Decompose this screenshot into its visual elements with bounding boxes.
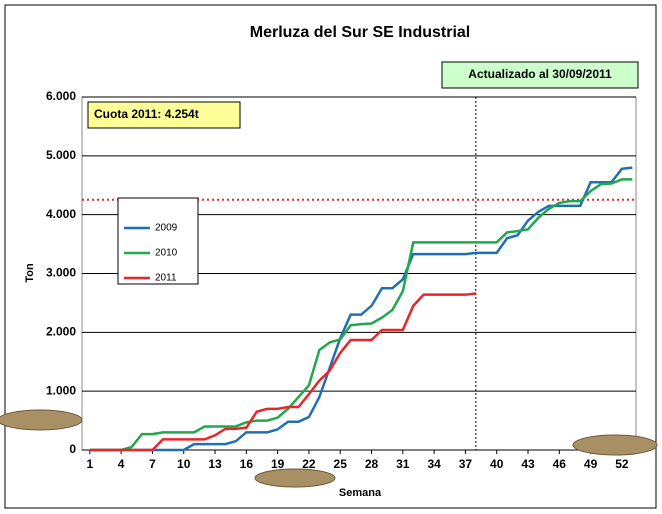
series-line [89,178,633,452]
x-tick-label: 7 [149,457,156,471]
legend [117,197,199,285]
y-tick-label: 5.000 [46,148,76,162]
x-tick-label: 49 [584,457,598,471]
lines [82,97,636,452]
x-tick-label: 52 [615,457,629,471]
y-tick-label: 0 [69,442,76,456]
x-tick-label: 10 [177,457,191,471]
x-tick-label: 13 [208,457,222,471]
series-line [89,166,633,452]
x-tick-label: 1 [86,457,93,471]
legend-items: 2009 2010 2011 [124,223,178,284]
x-axis-label: Semana [339,487,382,499]
quota-label: Cuota 2011: 4.254t [94,107,199,121]
x-tick-label: 4 [118,457,125,471]
x-tick-label: 40 [490,457,504,471]
chart-title: Merluza del Sur SE Industrial [250,24,471,41]
x-tick-label: 16 [240,457,254,471]
x-tick-label: 43 [521,457,535,471]
legend-label: 2010 [155,248,178,259]
y-tick-label: 1.000 [46,383,76,397]
quota-box [87,101,241,129]
y-tick-label: 3.000 [46,266,76,280]
x-tick-label: 31 [396,457,410,471]
legend-label: 2011 [155,273,177,284]
series-line [89,292,476,452]
x-tick-label: 34 [427,457,441,471]
update-label: Actualizado al 30/09/2011 [468,67,612,81]
x-tick-label: 19 [271,457,285,471]
legend-label: 2009 [155,223,178,234]
update-box [441,61,639,89]
y-axis-label: Ton [24,263,36,283]
y-tick-label: 6.000 [46,89,76,103]
x-tick-label: 37 [459,457,473,471]
fish-decoration [0,409,658,488]
y-tick-label: 4.000 [46,207,76,221]
y-tick-label: 2.000 [46,325,76,339]
x-tick-label: 25 [334,457,348,471]
x-tick-label: 46 [553,457,567,471]
grid: 0 1.000 2.000 3.000 4.000 5.000 6.000 1 4 7 10 13 16… [46,89,636,471]
x-tick-label: 22 [302,457,316,471]
x-tick-label: 28 [365,457,379,471]
